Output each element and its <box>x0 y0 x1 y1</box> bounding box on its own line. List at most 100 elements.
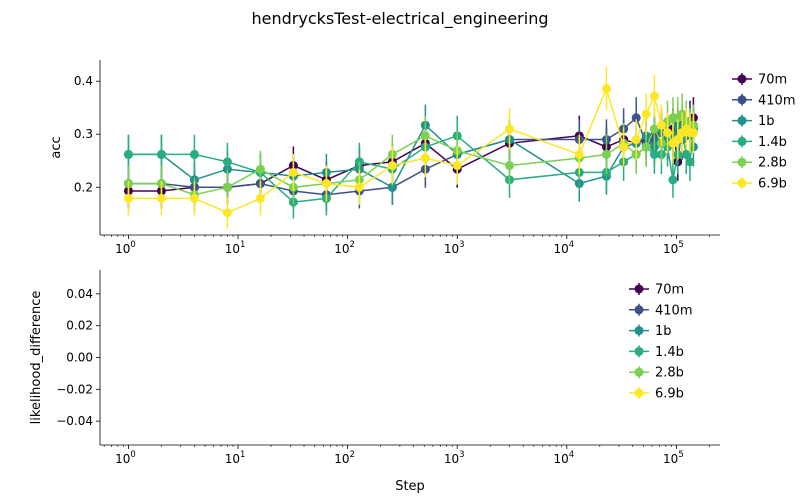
x-tick-label: 104 <box>553 240 574 256</box>
data-point <box>619 142 629 152</box>
x-tick-exponent: 5 <box>678 240 683 250</box>
data-point <box>649 91 659 101</box>
x-tick-label: 104 <box>553 450 574 466</box>
legend-marker <box>634 367 644 377</box>
x-tick-exponent: 3 <box>459 240 464 250</box>
legend-label: 6.9b <box>758 177 787 192</box>
data-point <box>288 167 298 177</box>
x-tick-exponent: 1 <box>240 240 245 250</box>
x-tick-label: 100 <box>115 450 136 466</box>
data-point <box>123 193 133 203</box>
data-point <box>189 149 199 159</box>
y-tick-label: 0.2 <box>74 180 93 194</box>
data-point <box>663 128 673 138</box>
data-point <box>681 149 691 159</box>
x-tick-label: 102 <box>334 240 355 256</box>
legend-entry: 2.8b <box>732 156 787 171</box>
series-1b <box>123 104 698 205</box>
legend-marker <box>634 326 644 336</box>
data-point <box>574 149 584 159</box>
legend: 70m 410m 1b 1.4b 2.8b 6.9b <box>732 73 795 192</box>
y-tick-label: −0.04 <box>56 414 93 428</box>
data-point <box>156 193 166 203</box>
data-point <box>420 153 430 163</box>
legend-entry: 1.4b <box>732 135 787 150</box>
data-point <box>505 124 515 134</box>
data-point <box>668 175 678 185</box>
x-tick-exponent: 0 <box>130 240 135 250</box>
x-tick-label: 102 <box>334 450 355 466</box>
legend-marker <box>737 95 747 105</box>
data-point <box>255 193 265 203</box>
legend-label: 410m <box>758 93 795 108</box>
legend-label: 1.4b <box>758 135 787 150</box>
x-tick-exponent: 0 <box>130 450 135 460</box>
legend-marker <box>634 284 644 294</box>
x-tick-label: 101 <box>225 240 246 256</box>
x-tick-exponent: 2 <box>350 240 355 250</box>
legend-label: 2.8b <box>655 366 684 381</box>
data-point <box>641 109 651 119</box>
legend-entry: 1b <box>629 324 672 339</box>
x-tick-exponent: 5 <box>678 450 683 460</box>
figure-title: hendrycksTest-electrical_engineering <box>251 9 548 29</box>
series-1.4b <box>123 108 698 219</box>
legend-marker <box>634 305 644 315</box>
data-point <box>123 149 133 159</box>
x-tick-label: 101 <box>225 450 246 466</box>
legend-marker <box>634 388 644 398</box>
data-point <box>688 128 698 138</box>
chart-panel-1: 100 101 102 103 104 105−0.04−0.020.000.020.04… <box>29 270 720 466</box>
legend-entry: 6.9b <box>732 177 787 192</box>
legend-label: 70m <box>655 283 684 298</box>
data-point <box>649 149 659 159</box>
legend-entry: 70m <box>629 283 684 298</box>
x-tick-label: 100 <box>115 240 136 256</box>
data-point <box>685 157 695 167</box>
x-tick-exponent: 1 <box>240 450 245 460</box>
data-point <box>649 124 659 134</box>
data-point <box>222 182 232 192</box>
x-tick-label: 105 <box>663 450 684 466</box>
data-point <box>673 135 683 145</box>
data-point <box>420 131 430 141</box>
legend-marker <box>737 157 747 167</box>
legend-entry: 70m <box>732 73 787 88</box>
data-point <box>656 120 666 130</box>
x-tick-exponent: 3 <box>459 450 464 460</box>
data-point <box>222 157 232 167</box>
legend-entry: 6.9b <box>629 387 684 402</box>
data-point <box>631 135 641 145</box>
legend-label: 70m <box>758 73 787 88</box>
legend-label: 1b <box>655 324 672 339</box>
legend-entry: 410m <box>732 93 795 108</box>
legend-label: 2.8b <box>758 156 787 171</box>
series-410m <box>123 97 698 212</box>
y-tick-label: −0.02 <box>56 382 93 396</box>
data-point <box>222 208 232 218</box>
x-axis-label: Step <box>395 479 425 494</box>
legend-label: 410m <box>655 303 692 318</box>
y-tick-label: 0.3 <box>74 127 93 141</box>
y-axis-label: acc <box>49 136 64 158</box>
legend-label: 1b <box>758 114 775 129</box>
data-point <box>189 193 199 203</box>
x-tick-label: 105 <box>663 240 684 256</box>
legend: 70m 410m 1b 1.4b 2.8b 6.9b <box>629 283 692 402</box>
legend-entry: 1.4b <box>629 345 684 360</box>
data-point <box>601 84 611 94</box>
legend-label: 6.9b <box>655 387 684 402</box>
legend-marker <box>634 346 644 356</box>
data-point <box>321 179 331 189</box>
y-tick-label: 0.00 <box>66 351 93 365</box>
legend-entry: 2.8b <box>629 366 684 381</box>
x-tick-label: 103 <box>444 450 465 466</box>
legend-label: 1.4b <box>655 345 684 360</box>
x-tick-exponent: 4 <box>569 450 574 460</box>
legend-marker <box>737 178 747 188</box>
y-tick-label: 0.4 <box>74 74 93 88</box>
data-point <box>452 161 462 171</box>
legend-entry: 1b <box>732 114 775 129</box>
